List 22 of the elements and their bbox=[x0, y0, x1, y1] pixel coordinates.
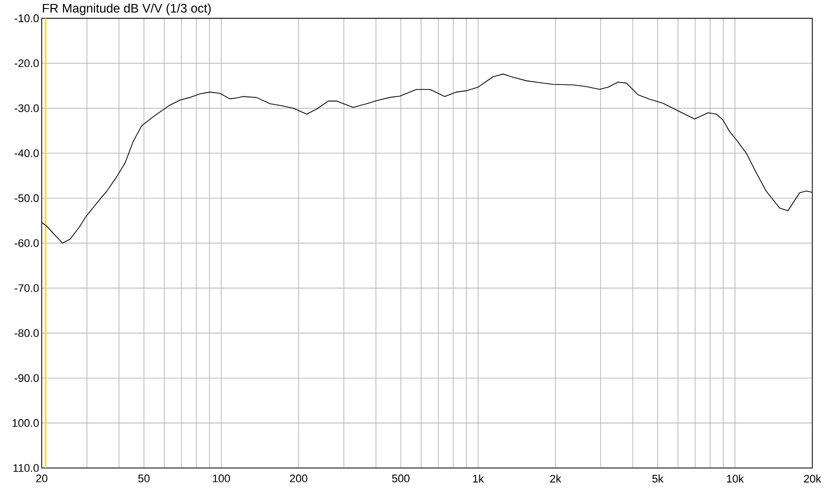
y-tick-label: 100.0 bbox=[12, 419, 39, 427]
chart-title: FR Magnitude dB V/V (1/3 oct) bbox=[42, 3, 211, 16]
y-tick-label: -80.0 bbox=[14, 329, 39, 337]
x-tick-label: 2k bbox=[550, 474, 562, 482]
y-tick-label: 110.0 bbox=[13, 464, 39, 472]
y-tick-label: -90.0 bbox=[14, 374, 39, 382]
y-tick-label: -10.0 bbox=[14, 14, 39, 22]
y-tick-label: -30.0 bbox=[14, 104, 39, 112]
x-tick-label: 5k bbox=[652, 474, 664, 483]
y-tick-label: -40.0 bbox=[14, 149, 39, 158]
x-tick-label: 20k bbox=[804, 474, 822, 483]
x-tick-label: 20 bbox=[36, 474, 48, 482]
y-tick-label: -50.0 bbox=[14, 194, 39, 202]
y-tick-label: -70.0 bbox=[14, 284, 39, 292]
x-tick-label: 200 bbox=[290, 474, 308, 482]
x-tick-label: 500 bbox=[392, 474, 410, 482]
x-tick-label: 100 bbox=[212, 474, 230, 482]
y-tick-label: -60.0 bbox=[14, 239, 39, 248]
x-tick-label: 50 bbox=[138, 474, 150, 482]
y-tick-label: -20.0 bbox=[14, 59, 39, 68]
x-tick-label: 10k bbox=[726, 474, 744, 483]
x-tick-label: 1k bbox=[473, 474, 484, 482]
